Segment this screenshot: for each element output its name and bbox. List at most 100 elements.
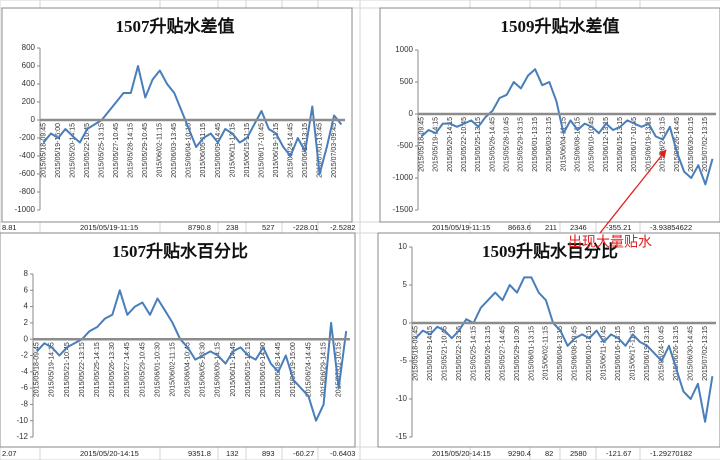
cell-text: -2.5282 bbox=[330, 223, 355, 232]
x-tick-label: 2015/05/19-14:15 bbox=[427, 326, 434, 381]
chart: 1507升贴水百分比 -12 -10 -8 -6 -4 -2 0 2 4 6 8 2015/05/18-… bbox=[0, 232, 356, 448]
y-tick-label: 5 bbox=[403, 280, 408, 289]
x-tick-label: 2015/05/18-09:45 bbox=[412, 326, 419, 381]
x-tick-label: 2015/05/20-14:15 bbox=[447, 117, 454, 172]
cell-text: 132 bbox=[226, 449, 239, 458]
y-tick-label: 10 bbox=[398, 242, 407, 251]
y-tick-label: -200 bbox=[19, 133, 36, 142]
y-tick-label: 600 bbox=[22, 61, 36, 70]
cell-text: 2.07 bbox=[2, 449, 17, 458]
chart: 1509升贴水百分比 -15 -10 -5 0 5 10 2015/05/18-09:45 20… bbox=[377, 232, 720, 448]
y-tick-label: 0 bbox=[24, 334, 29, 343]
y-tick-label: -400 bbox=[19, 151, 36, 160]
x-tick-label: 2015/05/26-14:45 bbox=[489, 117, 496, 172]
x-tick-label: 2015/05/27-14:45 bbox=[124, 342, 131, 397]
cell-text: 8.81 bbox=[2, 223, 17, 232]
x-tick-label: 2015/06/04-10:15 bbox=[186, 123, 193, 178]
y-tick-label: 500 bbox=[400, 77, 414, 86]
x-tick-label: 2015/06/02-11:15 bbox=[157, 123, 164, 177]
x-tick-label: 2015/06/19-13:15 bbox=[644, 326, 651, 381]
x-tick-label: 2015/06/15-13:15 bbox=[245, 342, 252, 397]
cell-text: -355.21 bbox=[606, 223, 631, 232]
cell-text: 238 bbox=[226, 223, 239, 232]
x-tick-label: 2015/06/04-13:15 bbox=[557, 326, 564, 381]
x-tick-label: 2015/07/01-10:15 bbox=[336, 342, 343, 397]
x-tick-label: 2015/05/18-09:45 bbox=[418, 117, 425, 172]
x-tick-label: 2015/05/22-10:45 bbox=[461, 117, 468, 172]
cell-text: 2580 bbox=[570, 449, 587, 458]
y-tick-label: 800 bbox=[22, 43, 36, 52]
x-tick-label: 2015/06/01-13:15 bbox=[532, 117, 539, 172]
x-tick-label: 2015/06/03-13:45 bbox=[171, 123, 178, 178]
x-tick-label: 2015/05/26-13:30 bbox=[109, 342, 116, 397]
x-tick-label: 2015/06/11-10:45 bbox=[601, 326, 608, 380]
chart: 1507升贴水差值 -1000 -800 -600 -400 -200 0 200 400 600… bbox=[1, 7, 353, 223]
x-tick-label: 2015/07/02-13:15 bbox=[702, 326, 709, 381]
x-tick-label: 2015/05/21-10:45 bbox=[441, 326, 448, 381]
x-tick-label: 2015/06/15-13:15 bbox=[617, 117, 624, 172]
x-tick-label: 2015/06/11-13:15 bbox=[229, 123, 236, 177]
x-tick-label: 2015/07/03-09:45 bbox=[331, 123, 338, 178]
cell-text: 527 bbox=[262, 223, 275, 232]
x-tick-label: 2015/06/24-13:15 bbox=[660, 117, 667, 172]
cell-text: 893 bbox=[262, 449, 275, 458]
x-tick-label: 2015/06/01-10:30 bbox=[154, 342, 161, 397]
cell-text: 211 bbox=[545, 223, 557, 232]
cell-text: -60.27 bbox=[293, 449, 314, 458]
x-tick-label: 2015/06/05-11:15 bbox=[200, 123, 207, 177]
y-tick-label: 1000 bbox=[395, 45, 413, 54]
x-tick-label: 2015/06/10-13:15 bbox=[586, 326, 593, 381]
chart-area bbox=[377, 232, 720, 448]
cell-text: 2015/05/20-14:15 bbox=[432, 449, 491, 458]
y-tick-label: 6 bbox=[24, 285, 29, 294]
x-tick-label: 2015/06/24-14:45 bbox=[287, 123, 294, 178]
x-tick-label: 2015/05/19-14:15 bbox=[49, 342, 56, 397]
x-tick-label: 2015/06/16-13:15 bbox=[615, 326, 622, 381]
charts: 1507升贴水差值-1000-800-600-400-2000200400600… bbox=[0, 7, 720, 448]
cell-text: -228.01 bbox=[293, 223, 318, 232]
x-tick-label: 2015/05/27-10:45 bbox=[113, 123, 120, 178]
cell-text: -0.6403 bbox=[330, 449, 355, 458]
x-tick-label: 2015/06/17-11:15 bbox=[630, 326, 637, 380]
x-tick-label: 2015/06/26-14:45 bbox=[674, 117, 681, 172]
y-tick-label: -600 bbox=[19, 169, 36, 178]
cell-text: 2015/05/19-11:15 bbox=[432, 223, 490, 232]
y-tick-label: -800 bbox=[19, 187, 36, 196]
y-tick-label: 400 bbox=[22, 79, 36, 88]
cell-text: 82 bbox=[545, 449, 553, 458]
y-tick-label: -1000 bbox=[393, 173, 414, 182]
cell-text: 2346 bbox=[570, 223, 587, 232]
x-tick-label: 2015/05/29-10:30 bbox=[514, 326, 521, 381]
x-tick-label: 2015/05/21-10:45 bbox=[64, 342, 71, 397]
series-line bbox=[36, 289, 348, 422]
x-tick-label: 2015/06/04-11:15 bbox=[560, 117, 567, 171]
x-tick-label: 2015/06/08-13:15 bbox=[574, 117, 581, 172]
annotation-arrow bbox=[599, 149, 667, 234]
y-tick-label: -6 bbox=[21, 383, 29, 392]
x-tick-label: 2015/05/22-13:15 bbox=[79, 342, 86, 397]
x-tick-label: 2015/05/28-14:15 bbox=[128, 123, 135, 178]
x-tick-label: 2015/06/19-15:00 bbox=[290, 342, 297, 397]
x-tick-label: 2015/06/04-10:45 bbox=[185, 342, 192, 397]
y-tick-label: -500 bbox=[397, 141, 414, 150]
x-tick-label: 2015/05/25-14:15 bbox=[94, 342, 101, 397]
y-tick-label: 0 bbox=[409, 109, 414, 118]
x-tick-label: 2015/05/27-14:45 bbox=[499, 326, 506, 381]
x-tick-label: 2015/05/25-13:15 bbox=[99, 123, 106, 178]
x-tick-label: 2015/05/29-10:45 bbox=[139, 342, 146, 397]
x-tick-label: 2015/06/17-10:45 bbox=[631, 117, 638, 172]
x-tick-label: 2015/06/30-14:45 bbox=[688, 326, 695, 381]
x-tick-label: 2015/05/26-13:15 bbox=[485, 326, 492, 381]
x-tick-label: 2015/05/19-15:00 bbox=[55, 123, 62, 178]
y-tick-label: 200 bbox=[22, 97, 36, 106]
x-tick-label: 2015/06/02-11:15 bbox=[543, 326, 550, 380]
y-tick-label: -10 bbox=[16, 416, 28, 425]
x-tick-label: 2015/06/29-14:15 bbox=[320, 342, 327, 397]
series-line bbox=[42, 65, 343, 175]
x-tick-label: 2015/06/26-13:15 bbox=[673, 326, 680, 381]
y-tick-label: -1500 bbox=[393, 205, 414, 214]
x-tick-label: 2015/05/29-13:15 bbox=[518, 117, 525, 172]
x-tick-label: 2015/05/29-10:45 bbox=[142, 123, 149, 178]
x-tick-label: 2015/05/25-13:15 bbox=[475, 117, 482, 172]
x-tick-label: 2015/05/19-14:15 bbox=[433, 117, 440, 172]
